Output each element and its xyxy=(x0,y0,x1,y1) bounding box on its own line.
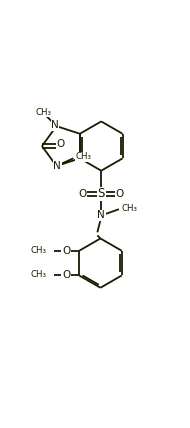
Text: O: O xyxy=(79,189,87,199)
Text: O: O xyxy=(62,270,70,280)
Text: N: N xyxy=(53,161,61,171)
Text: CH₃: CH₃ xyxy=(30,246,46,255)
Text: CH₃: CH₃ xyxy=(76,152,92,161)
Text: O: O xyxy=(56,139,65,149)
Text: CH₃: CH₃ xyxy=(35,108,51,117)
Text: N: N xyxy=(97,211,105,220)
Text: CH₃: CH₃ xyxy=(30,270,46,279)
Text: N: N xyxy=(51,120,59,131)
Text: O: O xyxy=(116,189,124,199)
Text: O: O xyxy=(62,246,70,256)
Text: S: S xyxy=(97,187,105,200)
Text: CH₃: CH₃ xyxy=(121,204,137,213)
